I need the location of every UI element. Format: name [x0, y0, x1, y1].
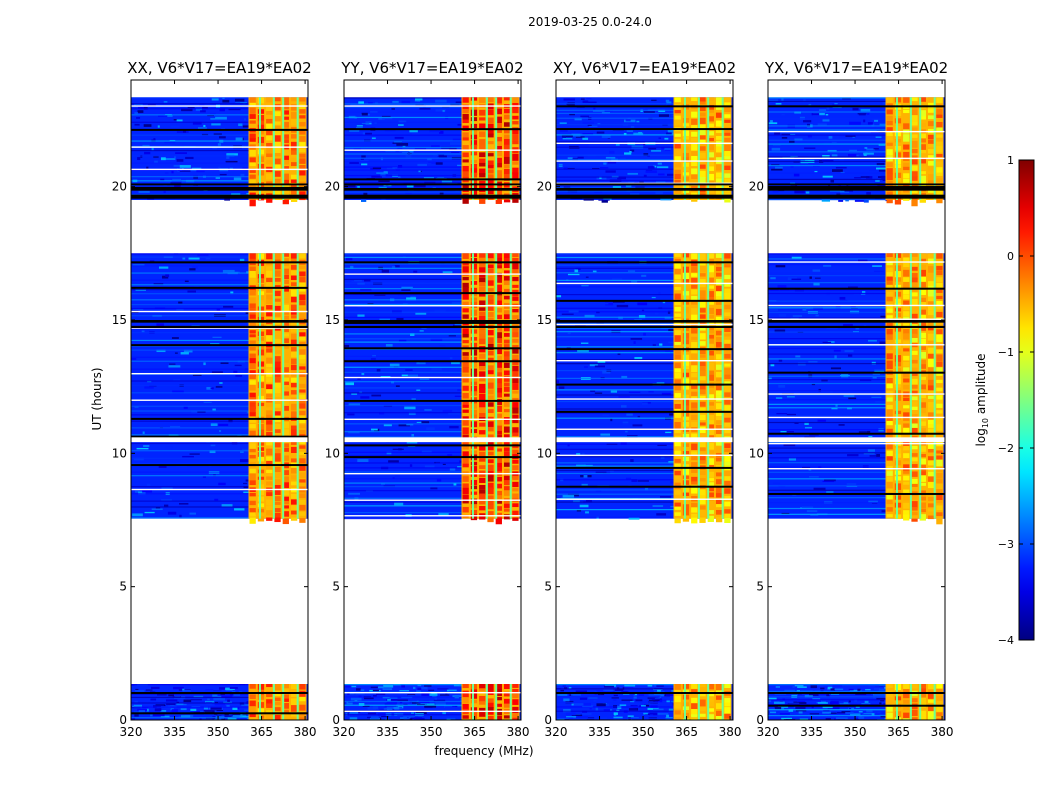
axes-frame	[555, 79, 734, 721]
panel-title: XY, V6*V17=EA19*EA02	[553, 59, 736, 77]
y-tick-label: 0	[756, 713, 764, 727]
x-tick-label: 335	[800, 725, 823, 739]
colorbar-tick-label: 1	[1007, 154, 1014, 167]
axes-frame	[130, 79, 309, 721]
y-axis-label: UT (hours)	[90, 367, 104, 430]
x-tick-label: 320	[545, 725, 568, 739]
figure-suptitle: 2019-03-25 0.0-24.0	[528, 15, 652, 29]
heatmap-image	[556, 97, 733, 720]
y-tick-label: 0	[332, 713, 340, 727]
heatmap-image	[131, 97, 308, 720]
y-tick-label: 10	[537, 446, 552, 460]
x-tick-label: 380	[719, 725, 742, 739]
x-axis-label: frequency (MHz)	[434, 744, 533, 758]
x-tick-label: 320	[120, 725, 143, 739]
y-tick-label: 15	[537, 313, 552, 327]
x-tick-label: 335	[163, 725, 186, 739]
colorbar-tick-label: −1	[998, 346, 1014, 359]
x-tick-label: 350	[420, 725, 443, 739]
x-tick-label: 365	[675, 725, 698, 739]
panel-title: XX, V6*V17=EA19*EA02	[127, 59, 311, 77]
y-tick-label: 5	[332, 580, 340, 594]
colorbar-tick-label: −3	[998, 538, 1014, 551]
heatmap-image	[344, 97, 521, 720]
x-tick-label: 350	[632, 725, 655, 739]
heatmap-image	[768, 97, 945, 720]
colorbar-tick-label: −2	[998, 442, 1014, 455]
x-tick-label: 350	[844, 725, 867, 739]
panel-yx: YX, V6*V17=EA19*EA02 320 335 350 365 380 0 5 10 1…	[749, 59, 954, 739]
y-tick-label: 10	[749, 446, 764, 460]
x-tick-label: 320	[757, 725, 780, 739]
x-tick-label: 380	[507, 725, 530, 739]
panel-xx: XX, V6*V17=EA19*EA02 320 335 350 365 380 0 5 10 1…	[112, 59, 317, 739]
panel-title: YY, V6*V17=EA19*EA02	[340, 59, 523, 77]
y-tick-label: 10	[112, 446, 127, 460]
y-tick-label: 0	[544, 713, 552, 727]
colorbar: 1 0 −1 −2 −3 −4	[998, 154, 1035, 647]
axes-frame	[343, 79, 522, 721]
x-tick-label: 365	[250, 725, 273, 739]
y-tick-label: 20	[537, 180, 552, 194]
y-tick-label: 20	[749, 180, 764, 194]
colorbar-label: log10 amplitude	[974, 354, 990, 447]
panel-yy: YY, V6*V17=EA19*EA02 320 335 350 365 380 0 5 10 1…	[325, 59, 530, 739]
x-tick-label: 380	[931, 725, 954, 739]
x-tick-label: 335	[588, 725, 611, 739]
y-tick-label: 10	[325, 446, 340, 460]
y-tick-label: 0	[119, 713, 127, 727]
panels: XX, V6*V17=EA19*EA02 320 335 350 365 380 0 5 10 1…	[112, 59, 954, 739]
x-tick-label: 380	[294, 725, 317, 739]
colorbar-tick-label: 0	[1007, 250, 1014, 263]
x-tick-label: 350	[207, 725, 230, 739]
y-tick-label: 15	[112, 313, 127, 327]
panel-xy: XY, V6*V17=EA19*EA02 320 335 350 365 380 0 5 10 1…	[537, 59, 742, 739]
y-tick-label: 5	[119, 580, 127, 594]
y-tick-label: 15	[325, 313, 340, 327]
x-tick-label: 365	[463, 725, 486, 739]
colorbar-gradient	[1018, 159, 1035, 641]
colorbar-tick-label: −4	[998, 634, 1014, 647]
axes-frame	[767, 79, 946, 721]
y-tick-label: 15	[749, 313, 764, 327]
x-tick-label: 365	[887, 725, 910, 739]
panel-title: YX, V6*V17=EA19*EA02	[764, 59, 948, 77]
x-tick-label: 320	[333, 725, 356, 739]
y-tick-label: 5	[756, 580, 764, 594]
x-tick-label: 335	[376, 725, 399, 739]
y-tick-label: 5	[544, 580, 552, 594]
y-tick-label: 20	[325, 180, 340, 194]
y-tick-label: 20	[112, 180, 127, 194]
